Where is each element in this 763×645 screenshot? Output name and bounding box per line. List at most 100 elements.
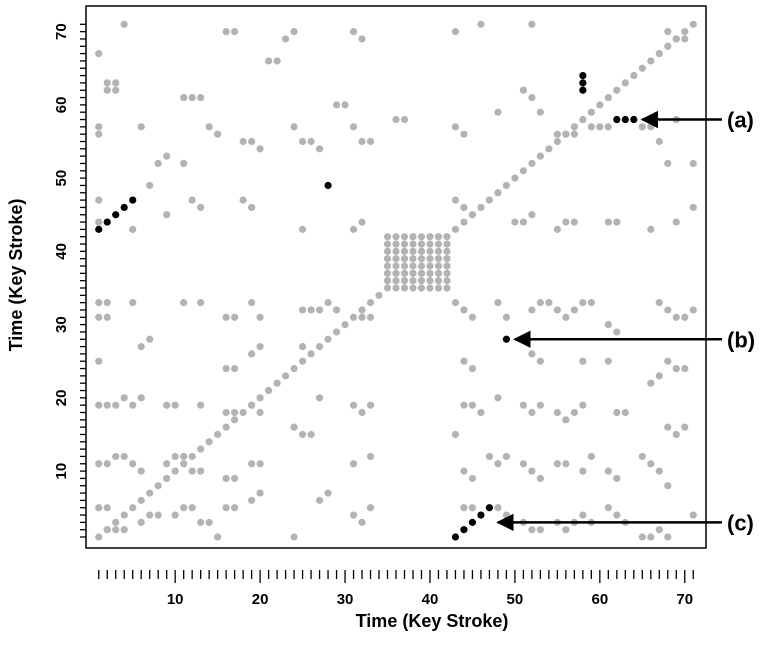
recurrence-point: [545, 145, 553, 153]
x-tick-label: 20: [252, 591, 269, 608]
recurrence-point: [400, 240, 409, 248]
recurrence-point: [383, 247, 392, 255]
recurrence-point: [468, 504, 477, 512]
recurrence-point: [621, 79, 629, 87]
recurrence-point: [451, 196, 460, 204]
recurrence-point: [205, 123, 213, 131]
recurrence-point: [231, 28, 239, 36]
plot-frame: [85, 5, 707, 549]
recurrence-point: [171, 511, 179, 519]
recurrence-point: [689, 20, 697, 28]
highlight-point: [579, 79, 587, 87]
recurrence-point: [400, 284, 409, 292]
x-tick-label: 10: [167, 591, 184, 608]
recurrence-point: [494, 460, 502, 468]
recurrence-point: [95, 196, 103, 204]
recurrence-point: [443, 247, 451, 255]
recurrence-point: [197, 299, 205, 307]
recurrence-point: [672, 430, 680, 439]
recurrence-point: [120, 511, 128, 519]
recurrence-point: [613, 86, 621, 94]
recurrence-point: [613, 408, 621, 417]
recurrence-point: [324, 299, 332, 307]
recurrence-point: [587, 452, 595, 461]
recurrence-point: [256, 489, 264, 497]
recurrence-point: [103, 86, 111, 94]
recurrence-point: [409, 284, 417, 292]
recurrence-point: [647, 123, 655, 131]
recurrence-point: [417, 255, 426, 263]
recurrence-point: [383, 255, 392, 263]
recurrence-point: [443, 240, 451, 248]
recurrence-point: [460, 130, 468, 138]
recurrence-point: [120, 394, 128, 402]
recurrence-point: [536, 108, 544, 116]
recurrence-point: [477, 203, 485, 212]
recurrence-point: [375, 291, 383, 299]
recurrence-point: [604, 321, 612, 329]
recurrence-point: [349, 313, 358, 321]
recurrence-point: [137, 342, 145, 351]
recurrence-point: [409, 233, 417, 241]
recurrence-point: [95, 299, 103, 307]
recurrence-point: [579, 299, 587, 307]
recurrence-point: [655, 50, 663, 58]
recurrence-point: [392, 269, 400, 277]
recurrence-point: [180, 93, 188, 102]
recurrence-point: [655, 137, 663, 146]
recurrence-point: [154, 159, 162, 168]
y-tick-label: 70: [53, 23, 70, 40]
annotation-label: (a): [727, 108, 754, 133]
recurrence-point: [392, 262, 400, 270]
recurrence-point: [647, 57, 655, 65]
recurrence-point: [171, 467, 179, 475]
recurrence-point: [281, 372, 290, 380]
recurrence-point: [579, 467, 587, 475]
recurrence-point: [689, 203, 697, 212]
highlight-point: [129, 196, 137, 204]
highlight-point: [502, 335, 511, 343]
recurrence-point: [570, 306, 578, 314]
recurrence-point: [494, 299, 502, 307]
recurrence-point: [231, 313, 239, 321]
recurrence-point: [655, 526, 663, 534]
recurrence-point: [358, 306, 366, 314]
recurrence-point: [562, 460, 570, 468]
recurrence-point: [383, 240, 392, 248]
recurrence-point: [689, 511, 697, 519]
recurrence-point: [146, 181, 154, 190]
recurrence-point: [95, 218, 103, 226]
recurrence-point: [426, 255, 434, 263]
recurrence-point: [95, 401, 103, 409]
recurrence-point: [95, 357, 103, 365]
recurrence-point: [205, 438, 213, 446]
recurrence-point: [248, 496, 256, 504]
recurrence-point: [604, 467, 612, 475]
recurrence-point: [672, 35, 680, 43]
recurrence-point: [468, 313, 477, 321]
recurrence-point: [120, 20, 128, 28]
recurrence-point: [248, 350, 256, 358]
recurrence-point: [392, 115, 400, 124]
recurrence-point: [366, 137, 375, 146]
recurrence-point: [188, 467, 196, 475]
recurrence-point: [307, 430, 315, 439]
recurrence-point: [112, 526, 120, 534]
recurrence-point: [579, 401, 587, 409]
recurrence-point: [383, 262, 392, 270]
recurrence-point: [681, 364, 689, 373]
recurrence-point: [112, 401, 120, 409]
recurrence-point: [171, 401, 179, 409]
x-axis-ticks: 10 20 30 40 50 60 70: [98, 570, 694, 608]
recurrence-point: [112, 86, 120, 94]
recurrence-point: [400, 255, 409, 263]
recurrence-point: [562, 416, 570, 424]
recurrence-point: [120, 526, 128, 534]
recurrence-point: [163, 474, 171, 483]
recurrence-point: [460, 306, 468, 314]
recurrence-point: [392, 240, 400, 248]
recurrence-point: [426, 262, 434, 270]
highlight-point: [451, 533, 460, 541]
recurrence-point: [528, 350, 536, 358]
